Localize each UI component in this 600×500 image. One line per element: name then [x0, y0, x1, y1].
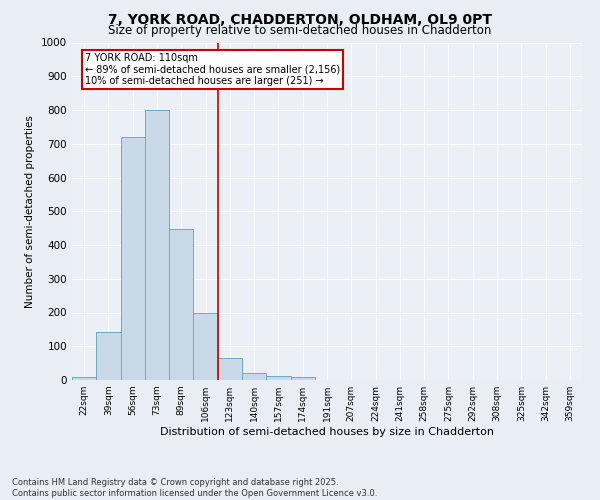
Bar: [169, 229, 193, 380]
Text: 7, YORK ROAD, CHADDERTON, OLDHAM, OL9 0PT: 7, YORK ROAD, CHADDERTON, OLDHAM, OL9 0P…: [108, 12, 492, 26]
Bar: [290, 376, 315, 380]
Text: Size of property relative to semi-detached houses in Chadderton: Size of property relative to semi-detach…: [109, 24, 491, 37]
Bar: [218, 358, 242, 380]
Bar: [145, 110, 169, 380]
Text: Contains HM Land Registry data © Crown copyright and database right 2025.
Contai: Contains HM Land Registry data © Crown c…: [12, 478, 377, 498]
Bar: [72, 378, 96, 380]
Bar: [266, 376, 290, 380]
Bar: [193, 312, 218, 380]
Y-axis label: Number of semi-detached properties: Number of semi-detached properties: [25, 115, 35, 308]
Text: 7 YORK ROAD: 110sqm
← 89% of semi-detached houses are smaller (2,156)
10% of sem: 7 YORK ROAD: 110sqm ← 89% of semi-detach…: [85, 52, 340, 86]
Bar: [121, 137, 145, 380]
Bar: [96, 332, 121, 380]
X-axis label: Distribution of semi-detached houses by size in Chadderton: Distribution of semi-detached houses by …: [160, 427, 494, 437]
Bar: [242, 373, 266, 380]
